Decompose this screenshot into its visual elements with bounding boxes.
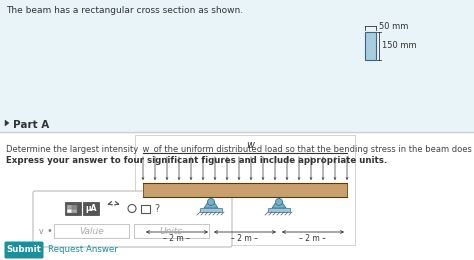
Bar (135, 135, 355, 245)
Bar (67, 209, 72, 213)
Text: Part A: Part A (13, 120, 49, 130)
FancyBboxPatch shape (4, 242, 44, 258)
Text: – 2 m –: – 2 m – (164, 234, 191, 243)
Text: w: w (246, 140, 254, 150)
Text: Request Answer: Request Answer (48, 245, 118, 255)
Bar (65, 202, 81, 215)
Bar (54, 224, 129, 238)
Bar (141, 205, 150, 213)
Text: 50 mm: 50 mm (379, 22, 409, 31)
Text: Determine the largest intensity  w  of the uniform distributed load so that the : Determine the largest intensity w of the… (6, 145, 474, 154)
Circle shape (208, 198, 215, 205)
FancyBboxPatch shape (33, 191, 232, 247)
Text: 150 mm: 150 mm (382, 42, 417, 50)
Bar (143, 183, 347, 197)
Text: – 2 m –: – 2 m – (231, 234, 258, 243)
Circle shape (275, 198, 283, 205)
Text: v: v (39, 226, 43, 236)
Bar (73, 205, 78, 209)
Bar (200, 208, 222, 212)
Polygon shape (5, 120, 9, 126)
Text: •: • (46, 226, 52, 236)
Text: Submit: Submit (7, 245, 41, 255)
Text: – 2 m –: – 2 m – (300, 234, 327, 243)
Text: Units: Units (160, 226, 183, 236)
Polygon shape (204, 198, 218, 208)
Text: μA: μA (85, 204, 97, 213)
Bar (365, 32, 376, 60)
Text: ?: ? (155, 204, 160, 213)
Bar (83, 202, 99, 215)
Bar (67, 205, 72, 209)
Text: The beam has a rectangular cross section as shown.: The beam has a rectangular cross section… (6, 6, 243, 15)
Polygon shape (272, 198, 286, 208)
Bar (73, 209, 78, 213)
Bar (134, 224, 209, 238)
Bar (268, 208, 290, 212)
Bar (0, 0, 474, 132)
Text: Value: Value (79, 226, 104, 236)
Text: Express your answer to four significant figures and include appropriate units.: Express your answer to four significant … (6, 156, 387, 165)
